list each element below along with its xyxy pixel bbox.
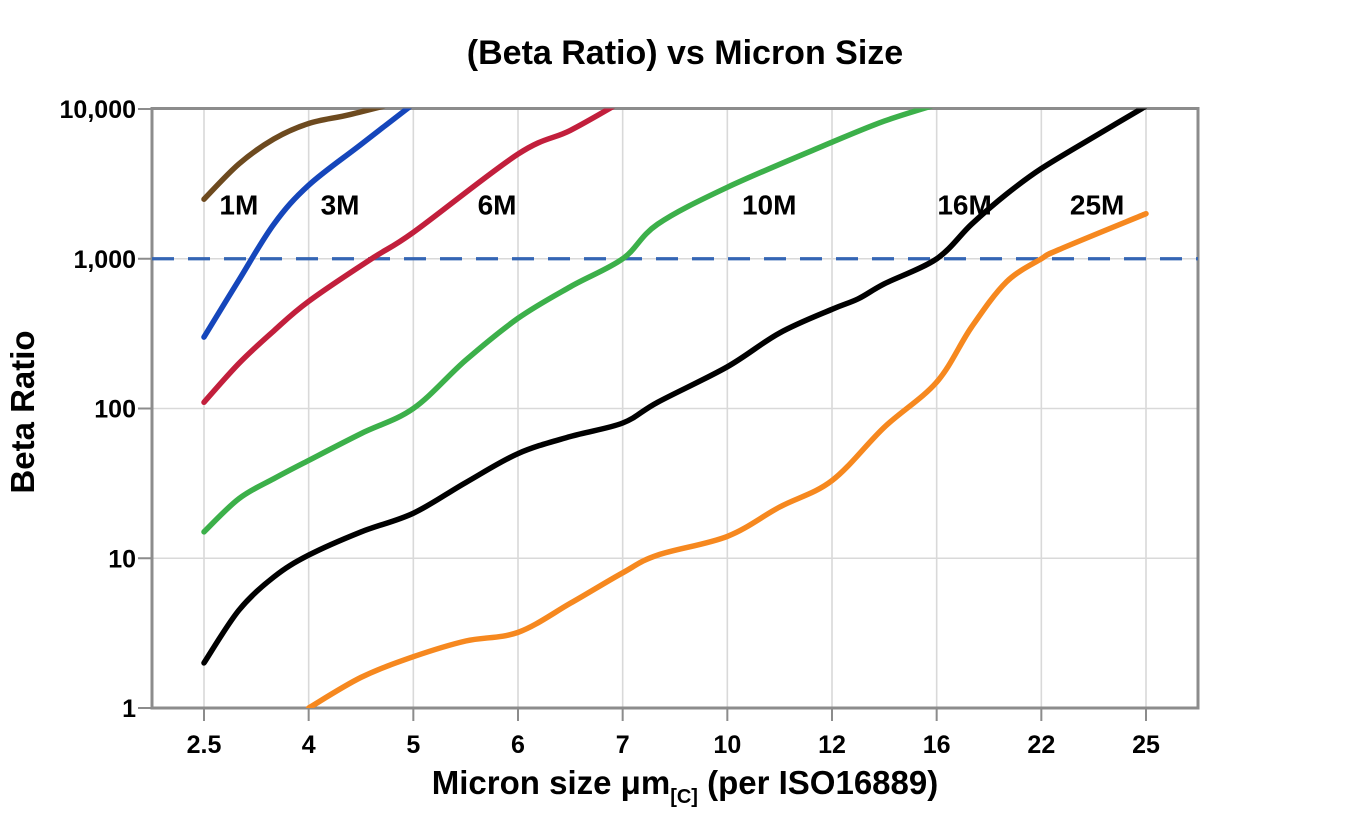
series-label-3M: 3M (321, 190, 360, 221)
series-label-25M: 25M (1070, 190, 1124, 221)
chart-title: (Beta Ratio) vs Micron Size (466, 34, 904, 72)
series-line-1M (201, 108, 386, 202)
x-axis-title-tail: (per ISO16889) (697, 764, 939, 801)
series-label-6M: 6M (478, 190, 517, 221)
series-line-16M (201, 108, 1148, 666)
series-line-25M (305, 210, 1149, 708)
series-label-10M: 10M (742, 190, 796, 221)
y-tick-label-1000: 1,000 (73, 246, 136, 274)
series-line-10M (201, 108, 934, 535)
x-tick-label-22: 22 (1027, 731, 1055, 759)
series-label-1M: 1M (219, 190, 258, 221)
x-tick-label-16: 16 (923, 731, 951, 759)
y-axis-title: Beta Ratio (4, 330, 41, 494)
x-axis-title: Micron size μm[C] (per ISO16889) (0, 764, 1370, 808)
y-tick-label-10000: 10,000 (60, 96, 136, 124)
x-tick-label-7: 7 (616, 731, 630, 759)
x-tick-label-2.5: 2.5 (187, 731, 222, 759)
y-tick-label-10: 10 (108, 545, 136, 573)
series-group (201, 108, 1149, 708)
series-line-3M (201, 108, 412, 340)
y-tick-label-100: 100 (94, 396, 136, 424)
series-label-16M: 16M (937, 190, 991, 221)
x-axis-title-subscript: [C] (670, 786, 698, 808)
x-tick-label-12: 12 (818, 731, 846, 759)
x-tick-label-5: 5 (406, 731, 420, 759)
x-tick-label-10: 10 (713, 731, 741, 759)
y-tick-label-1: 1 (122, 695, 136, 723)
x-tick-label-25: 25 (1132, 731, 1160, 759)
x-tick-label-4: 4 (302, 731, 316, 759)
x-axis-title-main: Micron size μm (431, 764, 671, 801)
series-line-6M (201, 108, 616, 406)
x-tick-label-6: 6 (511, 731, 525, 759)
